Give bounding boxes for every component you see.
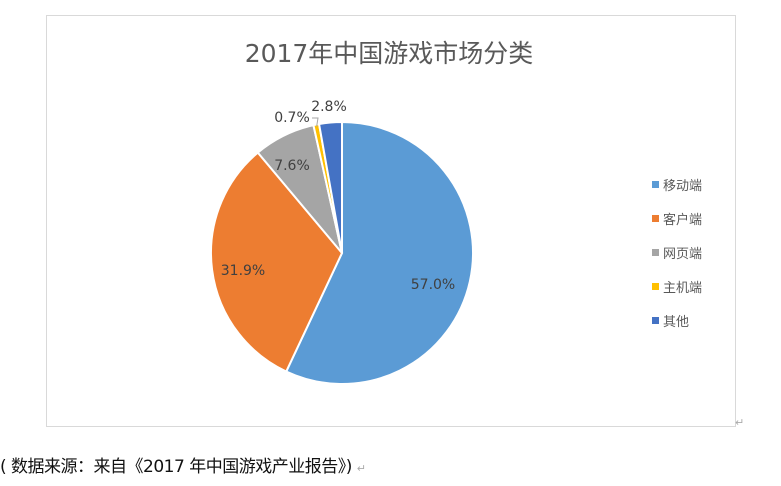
paragraph-mark: ↵: [356, 462, 366, 475]
caption-text: ( 数据来源：来自《2017 年中国游戏产业报告》): [0, 457, 352, 477]
chart-title: 2017年中国游戏市场分类: [245, 39, 534, 68]
legend-swatch: [652, 317, 659, 324]
chart-area: [46, 15, 736, 427]
pie-slice-5: [317, 120, 343, 254]
legend-swatch: [652, 215, 659, 222]
pie-slice-1: [284, 120, 474, 385]
data-label: 7.6%: [274, 158, 310, 174]
legend-swatch: [652, 181, 659, 188]
source-caption: ( 数据来源：来自《2017 年中国游戏产业报告》) ↵: [0, 452, 366, 477]
data-label: 57.0%: [411, 277, 455, 293]
legend-swatch: [652, 249, 659, 256]
legend-label: 主机端: [663, 281, 702, 296]
legend-label: 移动端: [663, 179, 702, 194]
legend-swatch: [652, 283, 659, 290]
data-label: 31.9%: [221, 263, 265, 279]
legend-label: 其他: [663, 315, 689, 330]
legend-label: 网页端: [663, 247, 702, 262]
leader-line: [312, 117, 319, 127]
pie-slice-2: [210, 151, 344, 373]
data-label: 2.8%: [311, 99, 347, 115]
legend-label: 客户端: [663, 212, 702, 228]
paragraph-mark: ↵: [735, 416, 745, 429]
data-label: 0.7%: [274, 110, 310, 126]
